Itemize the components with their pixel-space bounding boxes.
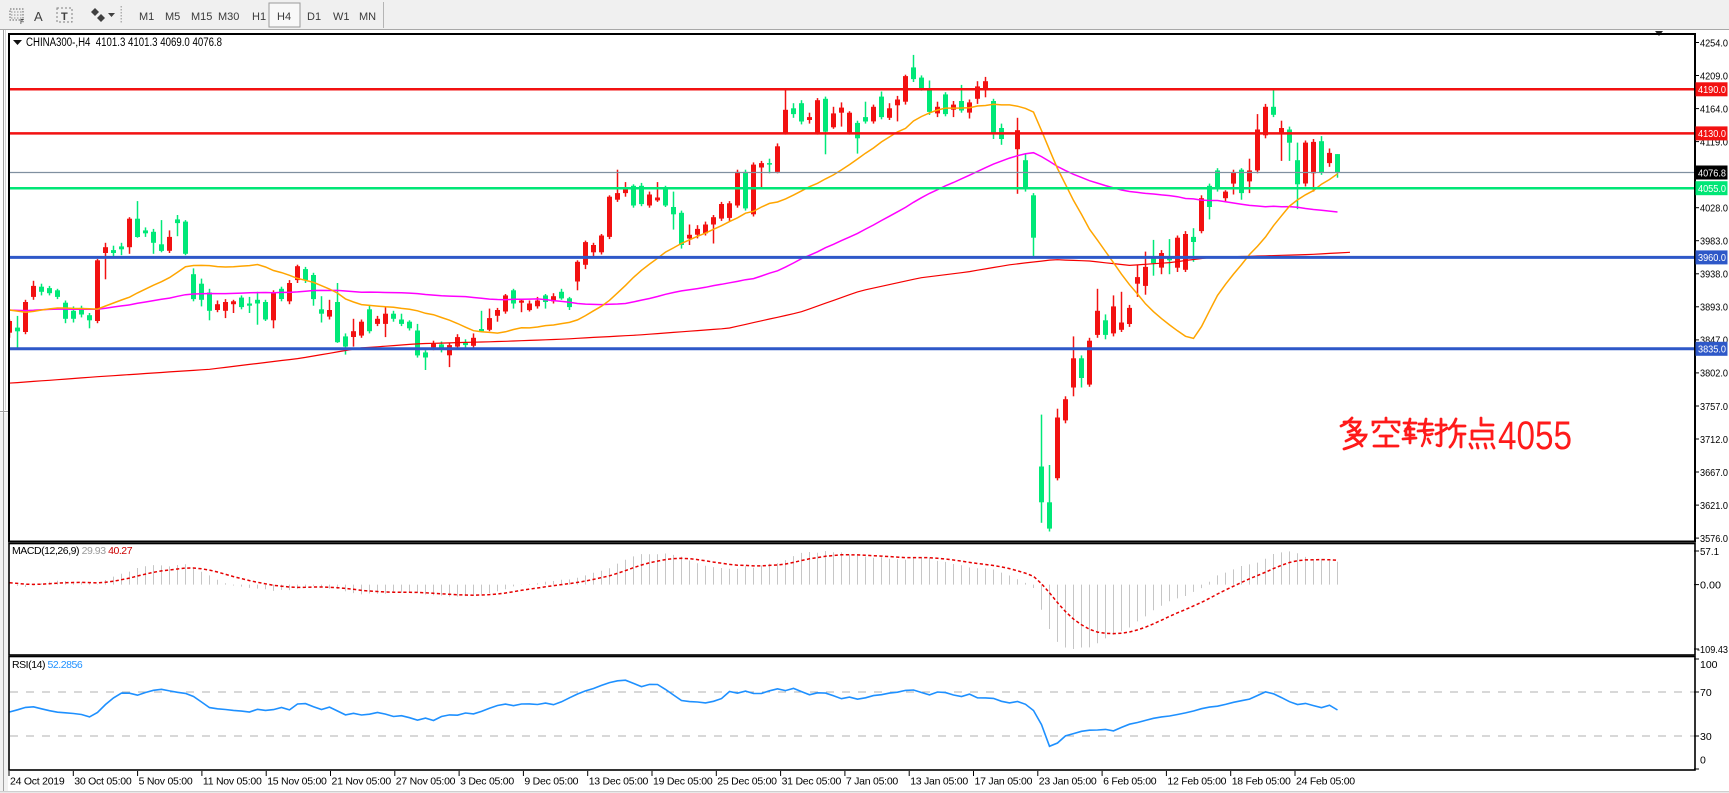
svg-text:30: 30 — [1700, 731, 1712, 743]
svg-text:MN: MN — [359, 11, 376, 23]
svg-text:3960.0: 3960.0 — [1698, 252, 1726, 264]
svg-text:19 Dec 05:00: 19 Dec 05:00 — [653, 776, 713, 788]
svg-text:3712.0: 3712.0 — [1700, 434, 1728, 446]
svg-text:24 Feb 05:00: 24 Feb 05:00 — [1296, 776, 1355, 788]
svg-text:4028.0: 4028.0 — [1700, 203, 1728, 215]
svg-text:M30: M30 — [218, 11, 239, 23]
svg-text:0.00: 0.00 — [1700, 579, 1721, 591]
svg-text:H4: H4 — [277, 11, 291, 23]
svg-text:H1: H1 — [252, 11, 266, 23]
svg-text:M5: M5 — [165, 11, 180, 23]
svg-text:M1: M1 — [139, 11, 154, 23]
svg-text:F: F — [20, 19, 24, 26]
svg-text:6 Feb 05:00: 6 Feb 05:00 — [1103, 776, 1157, 788]
svg-text:3938.0: 3938.0 — [1700, 269, 1728, 281]
svg-text:3576.0: 3576.0 — [1700, 533, 1728, 545]
svg-text:A: A — [34, 9, 43, 24]
svg-text:D1: D1 — [307, 11, 321, 23]
svg-text:17 Jan 05:00: 17 Jan 05:00 — [975, 776, 1033, 788]
svg-text:3757.0: 3757.0 — [1700, 401, 1728, 413]
svg-text:4190.0: 4190.0 — [1698, 84, 1726, 96]
svg-text:27 Nov 05:00: 27 Nov 05:00 — [396, 776, 456, 788]
svg-text:4164.0: 4164.0 — [1700, 103, 1728, 115]
svg-text:3802.0: 3802.0 — [1700, 368, 1728, 380]
svg-text:7 Jan 05:00: 7 Jan 05:00 — [846, 776, 899, 788]
svg-text:15 Nov 05:00: 15 Nov 05:00 — [267, 776, 327, 788]
svg-text:RSI(14) 52.2856: RSI(14) 52.2856 — [12, 659, 83, 671]
svg-text:5 Nov 05:00: 5 Nov 05:00 — [139, 776, 193, 788]
svg-text:25 Dec 05:00: 25 Dec 05:00 — [717, 776, 777, 788]
svg-text:4254.0: 4254.0 — [1700, 37, 1728, 49]
svg-text:12 Feb 05:00: 12 Feb 05:00 — [1167, 776, 1226, 788]
svg-text:100: 100 — [1700, 659, 1718, 671]
svg-text:3667.0: 3667.0 — [1700, 467, 1728, 479]
svg-text:3893.0: 3893.0 — [1700, 302, 1728, 314]
svg-text:3835.0: 3835.0 — [1698, 344, 1726, 356]
svg-text:M15: M15 — [191, 11, 212, 23]
svg-text:70: 70 — [1700, 687, 1712, 699]
svg-text:4076.8: 4076.8 — [1698, 167, 1726, 179]
svg-text:11 Nov 05:00: 11 Nov 05:00 — [203, 776, 262, 788]
svg-text:13 Jan 05:00: 13 Jan 05:00 — [910, 776, 968, 788]
svg-text:4130.0: 4130.0 — [1698, 128, 1726, 140]
svg-text:3 Dec 05:00: 3 Dec 05:00 — [460, 776, 514, 788]
svg-text:-109.43: -109.43 — [1697, 644, 1728, 656]
svg-text:31 Dec 05:00: 31 Dec 05:00 — [782, 776, 842, 788]
svg-text:W1: W1 — [333, 11, 350, 23]
svg-text:CHINA300-,H4 4101.3 4101.3 40: CHINA300-,H4 4101.3 4101.3 4069.0 4076.8 — [26, 37, 222, 49]
svg-text:21 Nov 05:00: 21 Nov 05:00 — [332, 776, 392, 788]
svg-text:13 Dec 05:00: 13 Dec 05:00 — [589, 776, 649, 788]
svg-text:30 Oct 05:00: 30 Oct 05:00 — [74, 776, 132, 788]
svg-text:3983.0: 3983.0 — [1700, 236, 1728, 248]
svg-text:T: T — [61, 11, 68, 23]
svg-text:0: 0 — [1700, 755, 1706, 767]
svg-text:23 Jan 05:00: 23 Jan 05:00 — [1039, 776, 1097, 788]
svg-text:9 Dec 05:00: 9 Dec 05:00 — [524, 776, 578, 788]
svg-text:4209.0: 4209.0 — [1700, 70, 1728, 82]
svg-text:MACD(12,26,9) 29.93 40.27: MACD(12,26,9) 29.93 40.27 — [12, 545, 133, 557]
svg-text:4055.0: 4055.0 — [1698, 183, 1726, 195]
svg-text:4055: 4055 — [1498, 414, 1572, 458]
svg-text:18 Feb 05:00: 18 Feb 05:00 — [1232, 776, 1291, 788]
svg-text:24 Oct 2019: 24 Oct 2019 — [10, 776, 65, 788]
svg-text:57.1: 57.1 — [1700, 546, 1719, 558]
svg-text:3621.0: 3621.0 — [1700, 500, 1728, 512]
